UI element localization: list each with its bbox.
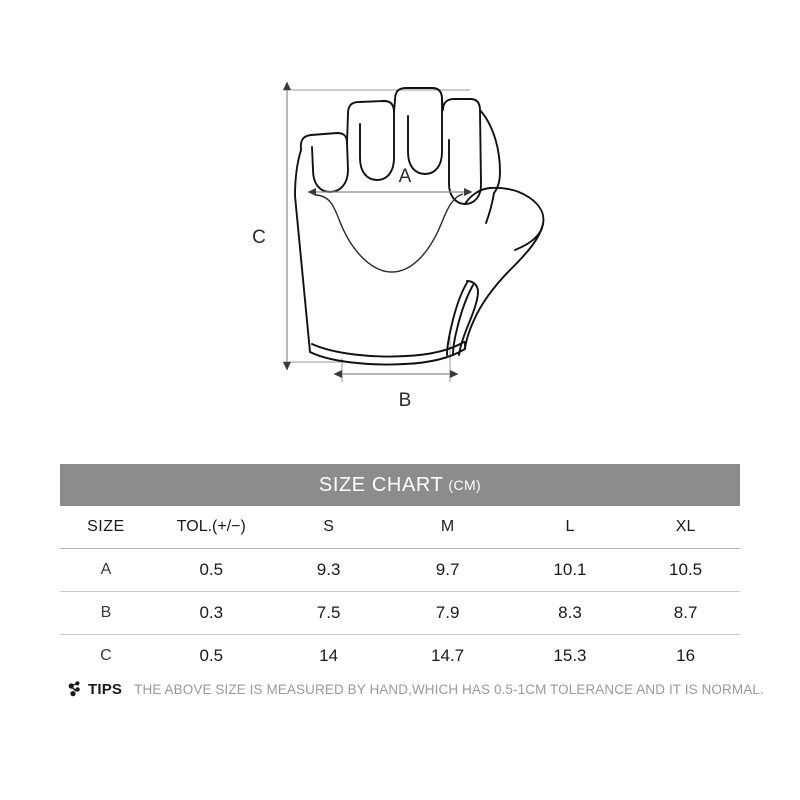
row-label-b: B [60, 591, 152, 635]
cell-a-m: 9.7 [386, 548, 509, 592]
size-chart-title-bar: SIZE CHART (CM) [60, 464, 740, 506]
size-chart-title: SIZE CHART [318, 473, 444, 496]
table-row: B 0.3 7.5 7.9 8.3 8.7 [60, 591, 740, 635]
cell-c-xl: 16 [676, 646, 696, 665]
glove-thumb-and-body [294, 109, 545, 366]
cell-c-tol: 0.5 [199, 646, 224, 665]
column-header-xl: XL [631, 506, 740, 549]
size-chart-unit: (CM) [448, 477, 482, 493]
cell-c-s: 14 [319, 646, 339, 665]
cell-c-m: 14.7 [431, 646, 465, 665]
column-header-tolerance: TOL.(+/−) [151, 506, 271, 549]
dimension-label-c: C [252, 227, 266, 248]
cell-b-l: 8.3 [508, 591, 632, 635]
glove-diagram: A B C [252, 81, 545, 411]
cell-a-s: 9.3 [270, 548, 387, 592]
cell-b-s: 7.5 [270, 591, 387, 635]
column-header-l: L [508, 506, 632, 549]
dimension-lines [283, 81, 473, 378]
cell-b-tol: 0.3 [151, 591, 271, 635]
cell-b-xl: 8.7 [631, 591, 740, 635]
palm-panel-seam [315, 193, 464, 273]
column-header-size: SIZE [60, 506, 152, 549]
column-header-s: S [270, 506, 387, 549]
dimension-label-a: A [399, 166, 412, 187]
tips-row: TIPS THE ABOVE SIZE IS MEASURED BY HAND,… [68, 681, 764, 698]
cell-a-xl: 10.5 [631, 548, 740, 592]
cell-a-l: 10.1 [508, 548, 632, 592]
dots-cluster-icon [68, 681, 80, 697]
cell-c-l: 15.3 [553, 646, 587, 665]
tips-text: THE ABOVE SIZE IS MEASURED BY HAND,WHICH… [134, 682, 764, 697]
dimension-label-b: B [399, 390, 412, 411]
table-header-row: SIZE TOL.(+/−) S M L XL [60, 506, 740, 549]
row-label-c: C [100, 647, 112, 664]
size-chart-table: SIZE CHART (CM) SIZE TOL.(+/−) S M L XL … [60, 464, 740, 677]
cell-a-tol: 0.5 [151, 548, 271, 592]
cell-b-m: 7.9 [386, 591, 509, 635]
table-row: C 0.5 14 14.7 15.3 16 [60, 635, 740, 678]
column-header-m: M [386, 506, 509, 549]
tips-label: TIPS [88, 681, 123, 698]
glove-outline [299, 87, 482, 205]
glove-illustration: A B C [252, 81, 545, 411]
measurements-table: SIZE TOL.(+/−) S M L XL A 0.5 9.3 9.7 10… [60, 506, 740, 677]
row-label-a: A [60, 548, 152, 592]
table-row: A 0.5 9.3 9.7 10.1 10.5 [60, 548, 740, 592]
